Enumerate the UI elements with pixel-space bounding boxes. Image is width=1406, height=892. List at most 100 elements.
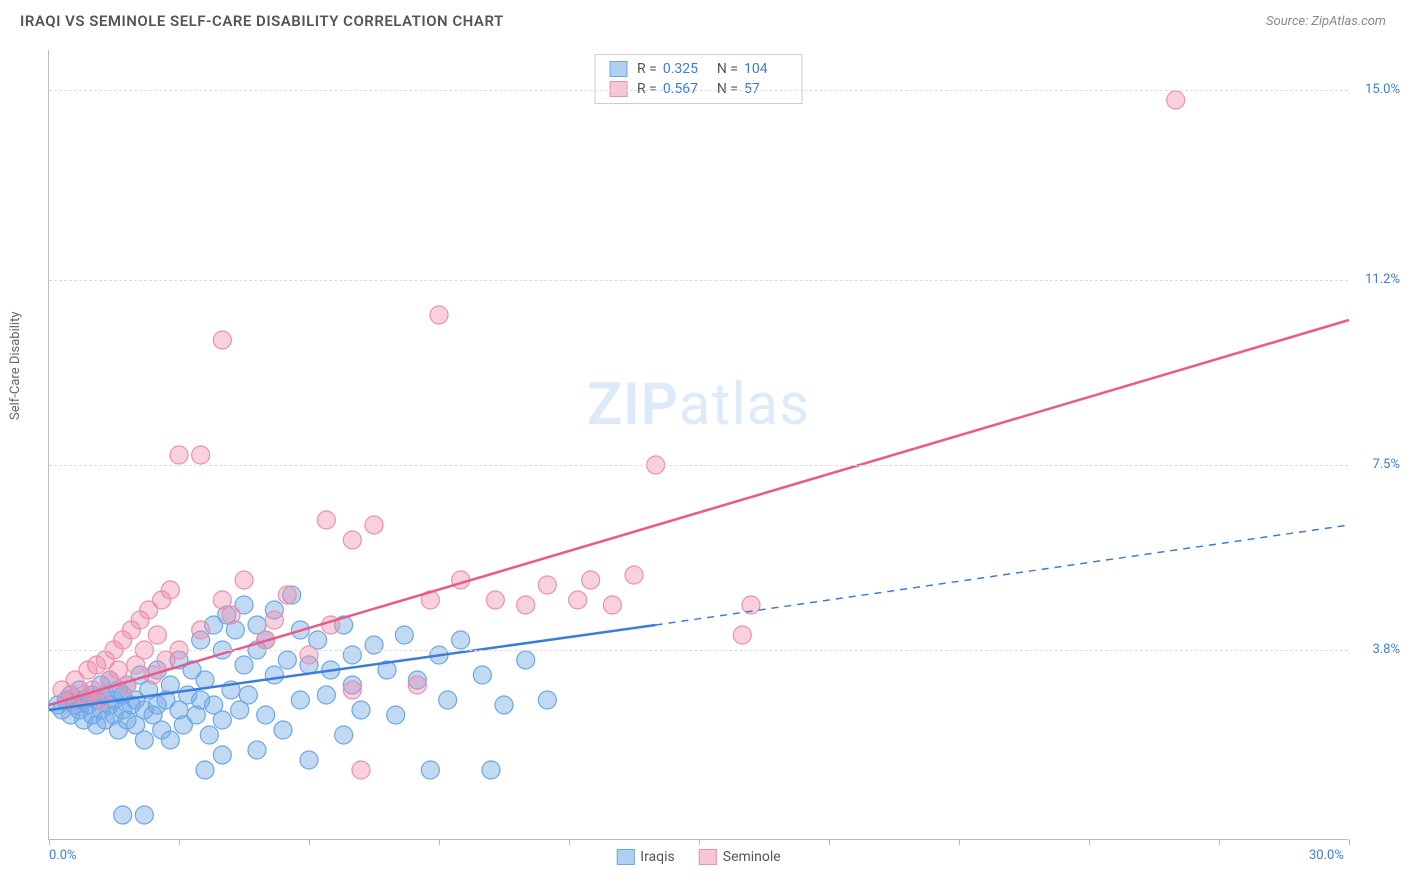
x-tick (439, 839, 440, 845)
legend-item: Iraqis (616, 849, 674, 865)
data-point (170, 446, 188, 464)
data-point (148, 626, 166, 644)
x-tick (829, 839, 830, 845)
data-point (213, 331, 231, 349)
x-tick (49, 839, 50, 845)
trend-line (49, 320, 1349, 705)
r-value: 0.325 (663, 61, 707, 77)
data-point (569, 591, 587, 609)
series-legend: Iraqis Seminole (616, 849, 780, 865)
y-axis-label: Self-Care Disability (8, 312, 23, 420)
data-point (213, 746, 231, 764)
data-point (135, 731, 153, 749)
n-label: N = (717, 81, 738, 97)
data-point (317, 686, 335, 704)
y-tick-label: 7.5% (1372, 457, 1400, 472)
x-tick-label: 30.0% (1309, 848, 1344, 863)
x-tick (959, 839, 960, 845)
legend-label: Seminole (723, 849, 781, 865)
data-point (517, 596, 535, 614)
trend-line-extrapolated (656, 525, 1349, 625)
data-point (365, 636, 383, 654)
data-point (365, 516, 383, 534)
x-tick (179, 839, 180, 845)
gridline (49, 90, 1348, 91)
source-attribution: Source: ZipAtlas.com (1266, 14, 1386, 29)
x-tick (1089, 839, 1090, 845)
data-point (408, 676, 426, 694)
data-point (300, 646, 318, 664)
n-value: 57 (744, 81, 788, 97)
r-value: 0.567 (663, 81, 707, 97)
plot-svg (49, 50, 1348, 839)
data-point (452, 631, 470, 649)
data-point (439, 691, 457, 709)
data-point (291, 691, 309, 709)
correlation-legend: R = 0.325 N = 104 R = 0.567 N = 57 (594, 54, 803, 104)
data-point (430, 306, 448, 324)
data-point (335, 726, 353, 744)
y-tick-label: 15.0% (1365, 82, 1400, 97)
data-point (114, 806, 132, 824)
data-point (235, 656, 253, 674)
legend-swatch (609, 81, 627, 97)
data-point (1167, 91, 1185, 109)
data-point (538, 576, 556, 594)
data-point (482, 761, 500, 779)
gridline (49, 465, 1348, 466)
legend-swatch (699, 849, 717, 865)
data-point (248, 741, 266, 759)
x-tick (569, 839, 570, 845)
legend-row: R = 0.567 N = 57 (609, 79, 788, 99)
data-point (387, 706, 405, 724)
data-point (274, 721, 292, 739)
data-point (161, 731, 179, 749)
x-tick (1219, 839, 1220, 845)
r-label: R = (637, 81, 657, 97)
data-point (603, 596, 621, 614)
gridline (49, 280, 1348, 281)
legend-swatch (616, 849, 634, 865)
legend-row: R = 0.325 N = 104 (609, 59, 788, 79)
data-point (265, 611, 283, 629)
data-point (343, 681, 361, 699)
data-point (92, 691, 110, 709)
data-point (278, 586, 296, 604)
legend-swatch (609, 61, 627, 77)
data-point (257, 706, 275, 724)
data-point (486, 591, 504, 609)
y-tick-label: 3.8% (1372, 642, 1400, 657)
data-point (235, 571, 253, 589)
data-point (733, 626, 751, 644)
x-tick-label: 0.0% (49, 848, 77, 863)
data-point (222, 606, 240, 624)
chart-title: IRAQI VS SEMINOLE SELF-CARE DISABILITY C… (20, 12, 504, 30)
data-point (213, 711, 231, 729)
data-point (343, 531, 361, 549)
y-tick-label: 11.2% (1365, 272, 1400, 287)
data-point (352, 761, 370, 779)
x-tick (699, 839, 700, 845)
data-point (343, 646, 361, 664)
data-point (161, 581, 179, 599)
data-point (192, 446, 210, 464)
data-point (200, 726, 218, 744)
data-point (317, 511, 335, 529)
n-value: 104 (744, 61, 788, 77)
data-point (265, 666, 283, 684)
gridline (49, 650, 1348, 651)
n-label: N = (717, 61, 738, 77)
data-point (196, 761, 214, 779)
data-point (582, 571, 600, 589)
data-point (517, 651, 535, 669)
chart-area: ZIPatlas R =0.325N =104R =0.567N =57 Ira… (48, 50, 1348, 840)
data-point (473, 666, 491, 684)
data-point (135, 806, 153, 824)
data-point (538, 691, 556, 709)
legend-item: Seminole (699, 849, 781, 865)
x-tick (309, 839, 310, 845)
data-point (278, 651, 296, 669)
legend-label: Iraqis (640, 849, 674, 865)
data-point (352, 701, 370, 719)
r-label: R = (637, 61, 657, 77)
